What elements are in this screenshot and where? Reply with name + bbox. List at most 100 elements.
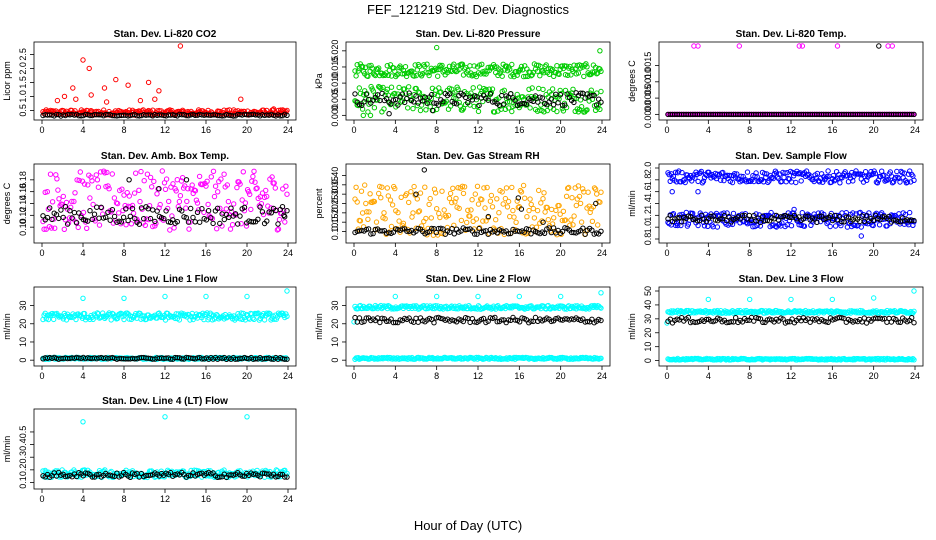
- data-point: [370, 230, 376, 237]
- data-point: [485, 95, 491, 102]
- x-tick-label: 8: [121, 125, 126, 135]
- data-point: [526, 86, 532, 93]
- data-point: [453, 101, 460, 107]
- data-point: [815, 210, 822, 216]
- data-point: [188, 205, 194, 212]
- data-point: [86, 65, 92, 72]
- data-point: [459, 61, 466, 67]
- data-point: [89, 178, 95, 184]
- data-point: [358, 188, 365, 194]
- data-point: [185, 186, 191, 192]
- data-point: [272, 185, 278, 191]
- data-point: [509, 184, 515, 191]
- data-point: [91, 211, 98, 217]
- data-point: [563, 193, 570, 200]
- x-tick-label: 12: [473, 371, 483, 381]
- data-point: [184, 198, 190, 205]
- series-2: [40, 469, 290, 481]
- data-point: [63, 199, 70, 206]
- data-point: [453, 195, 459, 202]
- y-tick-label: 0.005: [330, 88, 340, 111]
- data-point: [467, 213, 473, 219]
- data-point: [111, 213, 118, 220]
- data-point: [542, 209, 548, 215]
- data-point: [539, 218, 545, 224]
- data-point: [460, 190, 467, 197]
- y-axis-label: degrees C: [627, 60, 637, 102]
- data-point: [163, 176, 170, 182]
- data-point: [427, 195, 433, 202]
- y-axis-label: ml/min: [314, 313, 324, 340]
- data-point: [814, 219, 820, 226]
- data-point: [194, 200, 201, 206]
- data-point: [227, 226, 234, 232]
- x-tick-label: 4: [80, 371, 85, 381]
- data-point: [102, 170, 108, 176]
- y-tick-label: 0: [18, 358, 28, 363]
- data-point: [475, 201, 482, 207]
- data-point: [464, 219, 470, 226]
- x-tick-label: 20: [242, 125, 252, 135]
- y-tick-label: 20: [18, 319, 28, 329]
- data-point: [196, 173, 203, 180]
- data-point: [526, 207, 532, 214]
- data-point: [598, 228, 604, 235]
- x-tick-label: 8: [747, 371, 752, 381]
- data-point: [598, 355, 604, 361]
- data-point: [500, 201, 506, 207]
- data-point: [527, 196, 533, 202]
- data-point: [417, 107, 424, 114]
- data-point: [282, 356, 288, 362]
- data-point: [130, 210, 137, 217]
- data-point: [43, 469, 49, 475]
- data-point: [210, 168, 217, 175]
- data-point: [109, 171, 116, 177]
- x-tick-label: 12: [160, 371, 170, 381]
- data-point: [909, 217, 915, 223]
- data-point: [235, 221, 241, 227]
- chart-title: Stan. Dev. Line 4 (LT) Flow: [102, 396, 228, 407]
- data-point: [87, 208, 93, 214]
- data-point: [825, 168, 831, 174]
- data-point: [62, 204, 69, 210]
- data-point: [89, 474, 96, 480]
- data-point: [803, 213, 809, 219]
- data-point: [146, 203, 153, 209]
- y-tick-label: 0.20: [330, 204, 340, 222]
- data-point: [219, 211, 225, 217]
- data-point: [240, 169, 247, 175]
- data-point: [678, 219, 685, 225]
- y-tick-label: 0.18: [18, 171, 28, 189]
- data-point: [560, 108, 567, 114]
- data-point: [80, 419, 86, 425]
- data-point: [75, 224, 81, 231]
- data-point: [757, 219, 764, 226]
- data-point: [452, 89, 458, 95]
- data-point: [456, 99, 462, 106]
- data-point: [451, 100, 457, 106]
- data-point: [523, 73, 529, 80]
- data-point: [760, 319, 766, 325]
- data-point: [793, 179, 799, 186]
- data-point: [480, 218, 486, 224]
- data-point: [392, 319, 399, 326]
- data-point: [123, 206, 129, 212]
- data-point: [73, 96, 79, 102]
- x-tick-label: 20: [869, 248, 879, 258]
- data-point: [88, 92, 94, 98]
- data-point: [544, 204, 550, 211]
- data-point: [368, 62, 374, 69]
- data-point: [439, 62, 445, 69]
- data-point: [685, 314, 691, 321]
- data-point: [591, 92, 597, 99]
- data-point: [214, 226, 220, 232]
- data-point: [451, 61, 457, 67]
- data-point: [730, 310, 737, 316]
- data-point: [92, 218, 98, 224]
- data-point: [515, 195, 521, 201]
- data-point: [415, 100, 421, 106]
- data-point: [455, 86, 461, 93]
- data-point: [528, 231, 534, 237]
- data-point: [138, 168, 144, 175]
- data-point: [154, 191, 160, 197]
